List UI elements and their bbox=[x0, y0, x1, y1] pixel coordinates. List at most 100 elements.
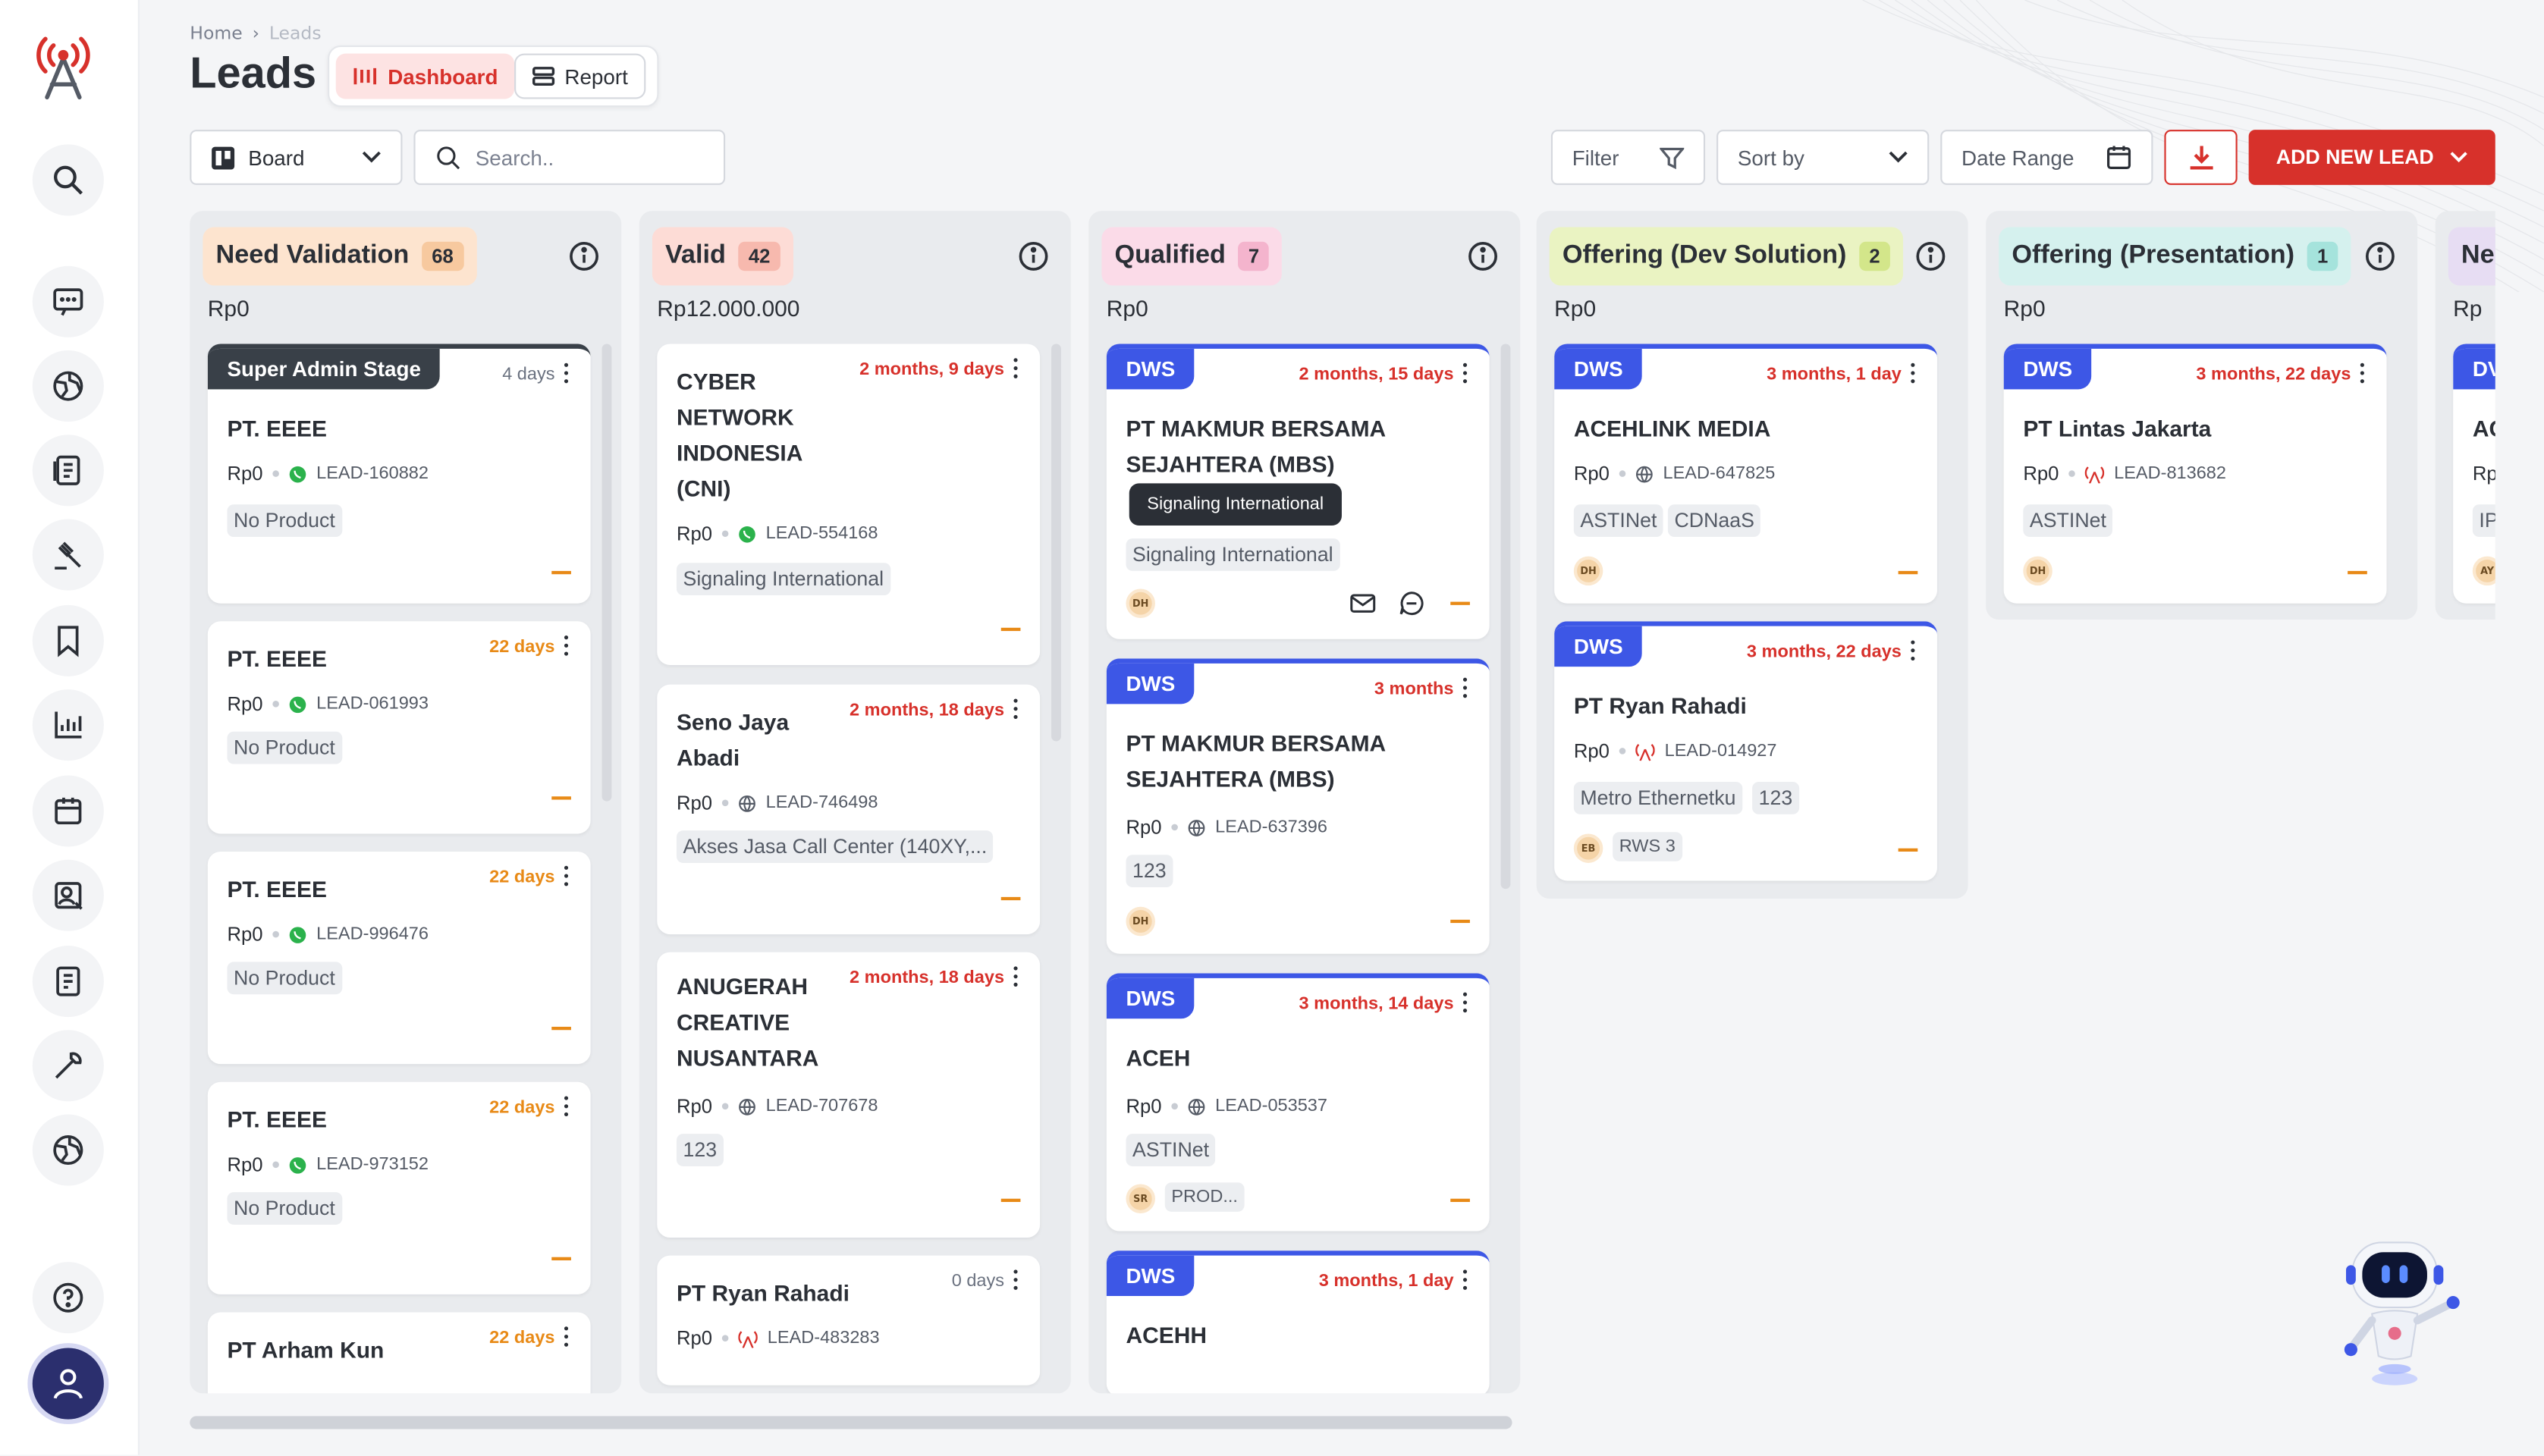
mail-icon[interactable] bbox=[1350, 594, 1376, 613]
sidebar-user-search-button[interactable] bbox=[32, 859, 104, 931]
sidebar-bookmark-button[interactable] bbox=[32, 604, 104, 676]
sort-by-select[interactable]: Sort by bbox=[1716, 130, 1930, 185]
sidebar-help-button[interactable] bbox=[32, 1262, 104, 1334]
sidebar-globe2-button[interactable] bbox=[32, 1114, 104, 1186]
column-scrollbar[interactable] bbox=[1051, 344, 1061, 742]
lead-card[interactable]: 2 months, 9 days CYBER NETWORK INDONESIA… bbox=[657, 344, 1041, 665]
lead-name: ACEHLINK MEDIA bbox=[1573, 415, 1771, 441]
lead-meta: Rp0 LEAD-746498 bbox=[677, 792, 878, 814]
date-range-picker[interactable]: Date Range bbox=[1940, 130, 2153, 185]
more-options-icon[interactable] bbox=[1011, 357, 1021, 380]
more-options-icon[interactable] bbox=[561, 362, 571, 384]
sidebar-chart-button[interactable] bbox=[32, 689, 104, 761]
info-icon[interactable] bbox=[1017, 240, 1050, 273]
owner-avatar: DH bbox=[1573, 556, 1603, 586]
board-horizontal-scrollbar[interactable] bbox=[190, 1416, 1512, 1429]
more-options-icon[interactable] bbox=[561, 1326, 571, 1348]
lead-name-line: PT MAKMUR BERSAMA bbox=[1126, 415, 1387, 441]
sidebar-search-button[interactable] bbox=[32, 144, 104, 216]
antenna-logo-icon[interactable] bbox=[31, 30, 96, 101]
separator-dot bbox=[1619, 470, 1626, 477]
more-options-icon[interactable] bbox=[1908, 362, 1917, 384]
help-icon bbox=[53, 1282, 83, 1313]
sidebar-messages-button[interactable] bbox=[32, 265, 104, 337]
sidebar-tools-button[interactable] bbox=[32, 1030, 104, 1102]
lead-card[interactable]: 22 days PT. EEEE Rp0 LEAD-061993 No Prod… bbox=[207, 621, 591, 834]
more-options-icon[interactable] bbox=[1460, 1269, 1470, 1291]
user-avatar-button[interactable] bbox=[32, 1348, 104, 1420]
lead-value: Rp0 bbox=[676, 791, 713, 814]
lead-card[interactable]: DWS 3 months, 1 day ACEHH bbox=[1106, 1250, 1490, 1394]
column-scrollbar[interactable] bbox=[601, 344, 612, 802]
column-scrollbar[interactable] bbox=[1500, 344, 1511, 890]
owner-tag: DWS bbox=[1106, 663, 1195, 704]
lead-card[interactable]: 0 days PT Ryan Rahadi Rp0 LEAD-483283 bbox=[657, 1255, 1041, 1385]
add-new-lead-button[interactable]: ADD NEW LEAD bbox=[2248, 130, 2495, 185]
board-view-select[interactable]: Board bbox=[190, 130, 403, 185]
column-header: Qualified 7 bbox=[1101, 227, 1283, 286]
lead-card[interactable]: DWS 3 months, 22 days PT Ryan Rahadi Rp0… bbox=[1554, 621, 1937, 881]
lead-card[interactable]: Super Admin Stage 4 days PT. EEEE Rp0 LE… bbox=[207, 344, 591, 604]
lead-name: PT. EEEE bbox=[227, 645, 327, 672]
lead-card[interactable]: DWS 3 months, 1 day ACEHLINK MEDIA Rp0 L… bbox=[1554, 344, 1937, 604]
sidebar-calendar-button[interactable] bbox=[32, 775, 104, 847]
info-icon[interactable] bbox=[1467, 240, 1500, 273]
lead-card[interactable]: DV AC Rp IP AY bbox=[2453, 344, 2495, 604]
column-header: Need Validation 68 bbox=[203, 227, 476, 286]
board-select-label: Board bbox=[248, 145, 305, 170]
info-icon[interactable] bbox=[568, 240, 601, 273]
more-options-icon[interactable] bbox=[1011, 1269, 1021, 1291]
more-options-icon[interactable] bbox=[1011, 965, 1021, 988]
product-chip: Akses Jasa Call Center (140XY,... bbox=[676, 830, 994, 863]
chat-icon[interactable] bbox=[1399, 591, 1424, 617]
lead-card[interactable]: DWS 3 months PT MAKMUR BERSAMA SEJAHTERA… bbox=[1106, 658, 1490, 954]
more-options-icon[interactable] bbox=[1908, 639, 1917, 662]
owner-tag: DWS bbox=[1554, 348, 1643, 390]
lead-card[interactable]: DWS 3 months, 22 days PT Lintas Jakarta … bbox=[2003, 344, 2387, 604]
lead-value: Rp0 bbox=[1126, 1094, 1162, 1118]
more-options-icon[interactable] bbox=[561, 864, 571, 887]
filter-button[interactable]: Filter bbox=[1550, 130, 1706, 185]
lead-card[interactable]: 22 days PT. EEEE Rp0 LEAD-996476 No Prod… bbox=[207, 851, 591, 1065]
lead-id: LEAD-053537 bbox=[1215, 1096, 1327, 1116]
lead-id: LEAD-160882 bbox=[316, 463, 429, 484]
sidebar-globe-button[interactable] bbox=[32, 350, 104, 422]
lead-age: 2 months, 18 days bbox=[850, 701, 1005, 720]
info-icon[interactable] bbox=[2364, 240, 2397, 273]
lead-card[interactable]: 22 days PT. EEEE Rp0 LEAD-973152 No Prod… bbox=[207, 1081, 591, 1294]
more-options-icon[interactable] bbox=[1460, 362, 1470, 384]
search-input[interactable]: Search.. bbox=[475, 145, 554, 170]
lead-card[interactable]: DWS 3 months, 14 days ACEH Rp0 LEAD-0535… bbox=[1106, 973, 1490, 1232]
search-field[interactable]: Search.. bbox=[413, 130, 726, 185]
separator-dot bbox=[721, 1335, 729, 1341]
lead-meta: Rp0 LEAD-483283 bbox=[677, 1327, 880, 1350]
more-options-icon[interactable] bbox=[1460, 676, 1470, 699]
more-options-icon[interactable] bbox=[561, 634, 571, 657]
more-options-icon[interactable] bbox=[561, 1095, 571, 1118]
sidebar-documents-button[interactable] bbox=[32, 435, 104, 507]
sidebar-notes-button[interactable] bbox=[32, 946, 104, 1018]
add-new-lead-label: ADD NEW LEAD bbox=[2275, 146, 2434, 169]
lead-card[interactable]: 2 months, 18 days Seno Jaya Abadi Rp0 LE… bbox=[657, 684, 1041, 935]
more-options-icon[interactable] bbox=[2357, 362, 2367, 384]
lead-card[interactable]: 2 months, 18 days ANUGERAH CREATIVE NUSA… bbox=[657, 952, 1041, 1238]
lead-name: CYBER NETWORK INDONESIA (CNI) bbox=[677, 363, 802, 506]
dashboard-view-button[interactable]: Dashboard bbox=[335, 53, 514, 99]
product-chip: 123 bbox=[1126, 855, 1173, 888]
lead-value: Rp0 bbox=[676, 522, 713, 545]
lead-id: LEAD-746498 bbox=[765, 792, 878, 813]
robot-assistant-icon[interactable] bbox=[2330, 1233, 2476, 1395]
product-chip: Signaling International bbox=[676, 563, 890, 596]
lead-meta: Rp0 LEAD-637396 bbox=[1126, 816, 1327, 839]
column-total: Rp0 bbox=[207, 295, 250, 322]
sidebar-auction-button[interactable] bbox=[32, 519, 104, 591]
breadcrumb-home[interactable]: Home bbox=[190, 22, 243, 44]
lead-card[interactable]: 22 days PT Arham Kun bbox=[207, 1312, 591, 1394]
more-options-icon[interactable] bbox=[1460, 991, 1470, 1014]
info-icon[interactable] bbox=[1914, 240, 1947, 273]
more-options-icon[interactable] bbox=[1011, 698, 1021, 720]
report-view-button[interactable]: Report bbox=[514, 53, 646, 99]
download-button[interactable] bbox=[2164, 130, 2238, 185]
owner-avatar: AY bbox=[2472, 556, 2495, 586]
lead-name-line: NETWORK bbox=[676, 403, 794, 430]
